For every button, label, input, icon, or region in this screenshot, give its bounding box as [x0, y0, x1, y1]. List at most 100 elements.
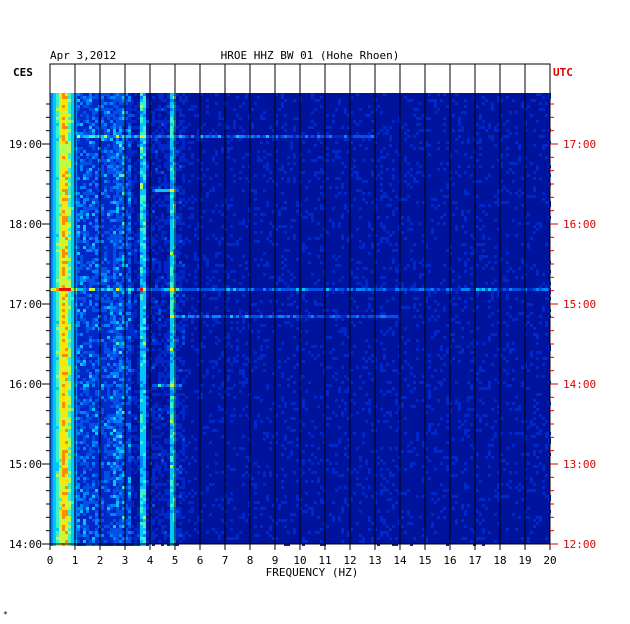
spectrogram-cell	[341, 246, 344, 249]
spectrogram-cell	[179, 219, 182, 222]
spectrogram-cell	[50, 102, 53, 105]
spectrogram-cell	[170, 180, 173, 183]
spectrogram-cell	[143, 174, 146, 177]
spectrogram-cell	[422, 264, 425, 267]
spectrogram-cell	[65, 258, 68, 261]
spectrogram-cell	[158, 270, 161, 273]
spectrogram-cell	[50, 126, 53, 129]
spectrogram-cell	[371, 291, 374, 294]
spectrogram-cell	[158, 288, 161, 291]
spectrogram-cell	[89, 171, 92, 174]
spectrogram-cell	[77, 135, 80, 138]
spectrogram-cell	[53, 93, 56, 96]
spectrogram-cell	[200, 168, 203, 171]
spectrogram-cell	[182, 240, 185, 243]
spectrogram-cell	[83, 213, 86, 216]
spectrogram-cell	[119, 153, 122, 156]
spectrogram-cell	[470, 288, 473, 291]
spectrogram-cell	[281, 135, 284, 138]
spectrogram-cell	[170, 117, 173, 120]
spectrogram-cell	[143, 195, 146, 198]
spectrogram-cell	[83, 162, 86, 165]
spectrogram-cell	[362, 138, 365, 141]
spectrogram-cell	[413, 108, 416, 111]
spectrogram-cell	[83, 264, 86, 267]
spectrogram-cell	[71, 159, 74, 162]
spectrogram-cell	[86, 336, 89, 339]
spectrogram-cell	[152, 243, 155, 246]
spectrogram-cell	[59, 237, 62, 240]
spectrogram-cell	[230, 147, 233, 150]
spectrogram-cell	[92, 288, 95, 291]
spectrogram-cell	[128, 213, 131, 216]
spectrogram-cell	[128, 336, 131, 339]
spectrogram-cell	[407, 216, 410, 219]
spectrogram-cell	[161, 219, 164, 222]
spectrogram-cell	[92, 198, 95, 201]
spectrogram-cell	[266, 141, 269, 144]
spectrogram-cell	[185, 201, 188, 204]
spectrogram-cell	[533, 129, 536, 132]
spectrogram-cell	[533, 231, 536, 234]
spectrogram-cell	[65, 117, 68, 120]
spectrogram-cell	[101, 102, 104, 105]
spectrogram-cell	[107, 147, 110, 150]
spectrogram-cell	[182, 336, 185, 339]
spectrogram-cell	[101, 162, 104, 165]
spectrogram-cell	[50, 114, 53, 117]
spectrogram-cell	[413, 114, 416, 117]
spectrogram-cell	[458, 123, 461, 126]
spectrogram-cell	[263, 252, 266, 255]
spectrogram-cell	[89, 291, 92, 294]
spectrogram-cell	[164, 180, 167, 183]
spectrogram-cell	[116, 249, 119, 252]
spectrogram-cell	[116, 276, 119, 279]
spectrogram-cell	[179, 132, 182, 135]
spectrogram-cell	[59, 318, 62, 321]
spectrogram-cell	[203, 294, 206, 297]
spectrogram-cell	[233, 120, 236, 123]
spectrogram-cell	[170, 330, 173, 333]
spectrogram-cell	[104, 315, 107, 318]
spectrogram-cell	[134, 255, 137, 258]
spectrogram-cell	[53, 105, 56, 108]
spectrogram-cell	[350, 273, 353, 276]
spectrogram-cell	[62, 195, 65, 198]
spectrogram-cell	[104, 117, 107, 120]
spectrogram-cell	[62, 105, 65, 108]
spectrogram-cell	[113, 267, 116, 270]
spectrogram-cell	[71, 165, 74, 168]
spectrogram-cell	[365, 282, 368, 285]
spectrogram-cell	[116, 288, 119, 291]
spectrogram-cell	[185, 99, 188, 102]
spectrogram-cell	[80, 165, 83, 168]
spectrogram-cell	[143, 267, 146, 270]
spectrogram-cell	[89, 111, 92, 114]
spectrogram-cell	[128, 243, 131, 246]
spectrogram-cell	[104, 282, 107, 285]
spectrogram-cell	[140, 276, 143, 279]
spectrogram-cell	[62, 102, 65, 105]
spectrogram-cell	[137, 330, 140, 333]
spectrogram-cell	[305, 186, 308, 189]
spectrogram-cell	[134, 108, 137, 111]
spectrogram-cell	[254, 189, 257, 192]
spectrogram-cell	[92, 234, 95, 237]
spectrogram-cell	[113, 240, 116, 243]
spectrogram-cell	[128, 96, 131, 99]
spectrogram-cell	[140, 168, 143, 171]
spectrogram-cell	[107, 261, 110, 264]
spectrogram-cell	[296, 315, 299, 318]
spectrogram-cell	[62, 219, 65, 222]
spectrogram-cell	[155, 120, 158, 123]
spectrogram-cell	[89, 216, 92, 219]
spectrogram-cell	[143, 141, 146, 144]
spectrogram-cell	[77, 150, 80, 153]
spectrogram-cell	[278, 276, 281, 279]
spectrogram-cell	[170, 279, 173, 282]
spectrogram-cell	[266, 135, 269, 138]
spectrogram-cell	[368, 192, 371, 195]
spectrogram-cell	[110, 198, 113, 201]
spectrogram-cell	[86, 147, 89, 150]
spectrogram-cell	[170, 177, 173, 180]
